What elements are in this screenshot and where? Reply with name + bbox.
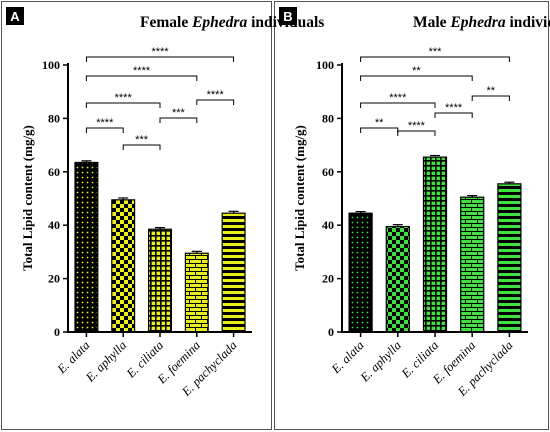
significance-label: **** [389, 92, 407, 104]
panel-b-title: Male Ephedra individuals [413, 14, 550, 31]
significance-bracket [360, 75, 473, 81]
y-tick-label: 40 [48, 218, 60, 232]
y-tick-label: 0 [328, 325, 334, 339]
x-tick-label: E. aphylla [357, 338, 404, 385]
panel-b-y-axis-label: Total Lipid content (mg/g) [292, 125, 307, 271]
significance-label: **** [133, 65, 151, 77]
y-tick-label: 80 [322, 111, 334, 125]
panel-b: B Male Ephedra individuals Total Lipid con… [279, 7, 550, 399]
y-tick-label: 0 [54, 325, 60, 339]
significance-bracket [85, 102, 161, 108]
significance-label: ** [487, 85, 496, 97]
bar-eciliata [147, 228, 173, 333]
panel-a-border [1, 1, 272, 430]
significance-label: ** [412, 65, 421, 77]
panel-b-border [274, 1, 549, 430]
y-tick-label: 80 [48, 111, 60, 125]
significance-label: *** [172, 107, 186, 119]
panel-a-tag: A [10, 9, 20, 24]
significance-label: **** [96, 117, 114, 129]
significance-label: **** [151, 46, 169, 58]
significance-bracket [85, 127, 124, 133]
bar-epachyclada [497, 183, 522, 333]
significance-bracket [85, 56, 235, 62]
y-tick-label: 40 [322, 218, 334, 232]
significance-bracket [397, 130, 436, 136]
significance-label: **** [207, 89, 225, 101]
bar-ealata [74, 161, 99, 333]
bar-efoemina [184, 252, 209, 333]
significance-bracket [122, 144, 161, 150]
y-tick-label: 100 [316, 58, 334, 72]
significance-bracket [85, 75, 198, 81]
significance-label: **** [408, 120, 426, 132]
y-tick-label: 60 [322, 165, 334, 179]
bar-eaphylla [385, 225, 410, 333]
y-tick-label: 100 [42, 58, 60, 72]
panel-b-tag-box [279, 7, 297, 25]
significance-bracket [196, 99, 235, 105]
bar-epachyclada [221, 212, 246, 333]
significance-label: ** [375, 117, 384, 129]
significance-label: **** [115, 92, 133, 104]
panel-a-y-axis-label: Total Lipid content (mg/g) [20, 125, 35, 271]
significance-bracket [360, 56, 510, 62]
y-tick-label: 20 [48, 272, 60, 286]
significance-bracket [434, 112, 473, 118]
significance-bracket [471, 95, 510, 101]
y-tick-label: 60 [48, 165, 60, 179]
significance-bracket [360, 102, 436, 108]
significance-label: *** [429, 46, 443, 58]
bar-efoemina [460, 196, 485, 333]
significance-label: *** [135, 134, 149, 146]
bar-eaphylla [111, 199, 136, 333]
bar-eciliata [422, 156, 448, 333]
significance-bracket [159, 117, 198, 123]
y-tick-label: 20 [322, 272, 334, 286]
panel-b-tag: B [283, 9, 292, 24]
bar-ealata [348, 212, 373, 333]
panel-a-tag-box [6, 7, 24, 25]
significance-label: **** [445, 102, 463, 114]
